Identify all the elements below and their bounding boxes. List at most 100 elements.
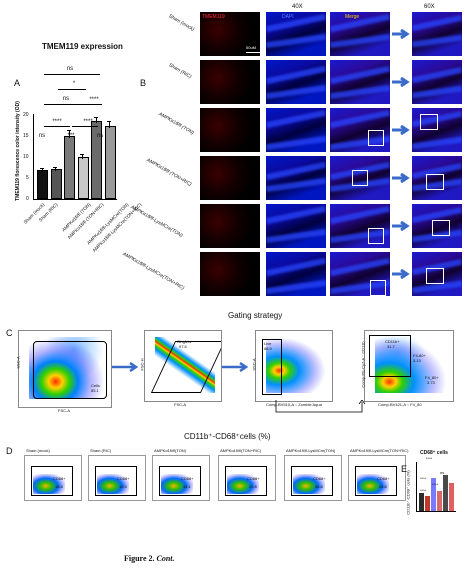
error-bar [68,131,70,139]
micrograph [330,108,390,152]
gate-cells-value: 85.1 [91,388,99,393]
micrograph [412,252,462,296]
sig-bracket [44,74,100,75]
bar-plot-area [34,114,116,199]
cd68-flow-plot: CD68+ 36.8 [284,455,342,501]
micrograph [200,12,260,56]
y-tick: 15 [23,133,29,139]
micrograph [200,204,260,248]
sig-label: **** [83,119,93,125]
roi-box [370,280,386,296]
bar [77,157,89,199]
cd68-flow-plot: CD68+ 18.8 [24,455,82,501]
sig-label: ns [62,96,70,102]
sig-label: ns [96,133,104,139]
flow-plot-cd11b: CD11b+ 31.7 F4-80+ 3.13 F4_80+ 3.73 [364,330,454,402]
micrograph [412,156,462,200]
row-label: AMPKα1fl/fl (TON+RIC) [145,158,192,188]
panel-d-letter: D [6,446,13,456]
row-label: Sham (RIC) [167,63,192,80]
row-label: AMPKα1fl/fl-LysMCre(TON+RIC) [121,252,185,292]
micrograph [330,252,390,296]
e-x-axis [416,511,456,512]
panel-a-letter: A [14,78,21,88]
e-bar [419,492,424,511]
panel-a-title: TMEM119 expression [42,42,123,51]
gate-singlets-label: Singlets [177,339,192,344]
cd68-flow-plot: CD68+ 28.8 [348,455,406,501]
p4-ylabel: Comp-PE-Cy7-A :: CD11b [360,341,366,388]
sig-label: * [72,81,76,87]
e-sig: **** [420,476,427,481]
arrow-right-icon [392,269,410,279]
flow-plot-cells: Cells 85.1 [18,330,112,408]
channel-dapi-label: DAPI [282,14,294,20]
gate-cd68-label: CD68+ [117,476,130,481]
gate-cd68 [291,466,333,496]
gate-cd11b-value: 31.7 [387,344,395,349]
micrograph [200,252,260,296]
micrograph [266,108,326,152]
row-label: AMPKα1fl/fl (TON) [157,112,195,137]
cd68-plot-label: AMPKα1fl/fl(TON+RIC) [220,448,262,453]
gate-cd68 [159,466,201,496]
bar [50,169,62,199]
gate-cd68-label: CD68+ [313,476,326,481]
panel-d-title: CD11b⁺-CD68⁺cells (%) [184,432,271,441]
error-cap [39,167,44,169]
error-cap [93,116,98,118]
arrow-right-icon [112,362,139,372]
roi-box [368,130,384,146]
sig-bracket [72,104,102,105]
micrograph [200,60,260,104]
scale-bar [246,52,260,53]
bar [64,136,75,199]
scale-bar-label: 50uM [246,45,257,50]
sig-label: **** [89,97,99,103]
p3-xlabel: Comp-BV510-A :: Zombie Aqua [266,402,322,407]
figure-caption: Figure 2. Cont. [124,554,175,563]
e-bar [437,490,442,511]
error-bar [55,167,56,172]
cd68-plot-label: AMPKα1fl/fl(TON) [154,448,187,453]
gate-singlets-value: 97.6 [179,344,187,349]
caption-cont: Cont. [156,554,175,563]
gate-f480b-label: F4_80+ [425,375,439,380]
p2-xlabel: FSC-A [174,402,186,407]
panel-a-ylabel: TMEM119 florescence color intensity (OD) [15,101,21,201]
arrow-right-icon [392,77,410,87]
sig-bracket [72,126,98,127]
row-label: AMPKα1fl/fl-LysMCre(TON) [129,205,184,239]
cd68-flow-plot: CD68+ 15.5 [88,455,146,501]
gate-f480-label: F4-80+ [413,353,426,358]
cd68-flow-plot: CD68+ 20.8 [218,455,276,501]
gate-cd68-value: 20.8 [249,484,257,489]
row-label: Sham (mock) [167,14,195,33]
cd68-plot-label: Sham (mock) [26,448,50,453]
error-bar [41,168,43,173]
micrograph [266,252,326,296]
sig-label: ns [66,66,74,72]
sig-bracket [44,104,74,105]
col-40x-label: 40X [292,4,303,10]
e-bar [425,495,430,511]
sig-label: *** [67,133,75,139]
e-bar-area [417,462,455,511]
gate-cd68-label: CD68+ [377,476,390,481]
arrow-right-icon [392,173,410,183]
e-y-axis [416,462,417,512]
micrograph [412,60,462,104]
gate-cd68-label: CD68+ [181,476,194,481]
arrow-right-icon [222,362,249,372]
e-sig: **** [432,482,439,487]
gate-cd68-value: 18.8 [55,484,63,489]
gate-cd68 [95,466,137,496]
gate-live-value: 88.9 [264,346,272,351]
error-bar [82,155,83,160]
gate-cd11b-label: CD11b+ [385,339,400,344]
p4-xlabel: Comp-BV421-A :: F4_80 [378,402,422,407]
p1-ylabel: SSC-A [15,356,21,369]
cd68-flow-plot: CD68+ 34.1 [152,455,210,501]
e-bar [431,477,436,511]
micrograph [412,12,462,56]
